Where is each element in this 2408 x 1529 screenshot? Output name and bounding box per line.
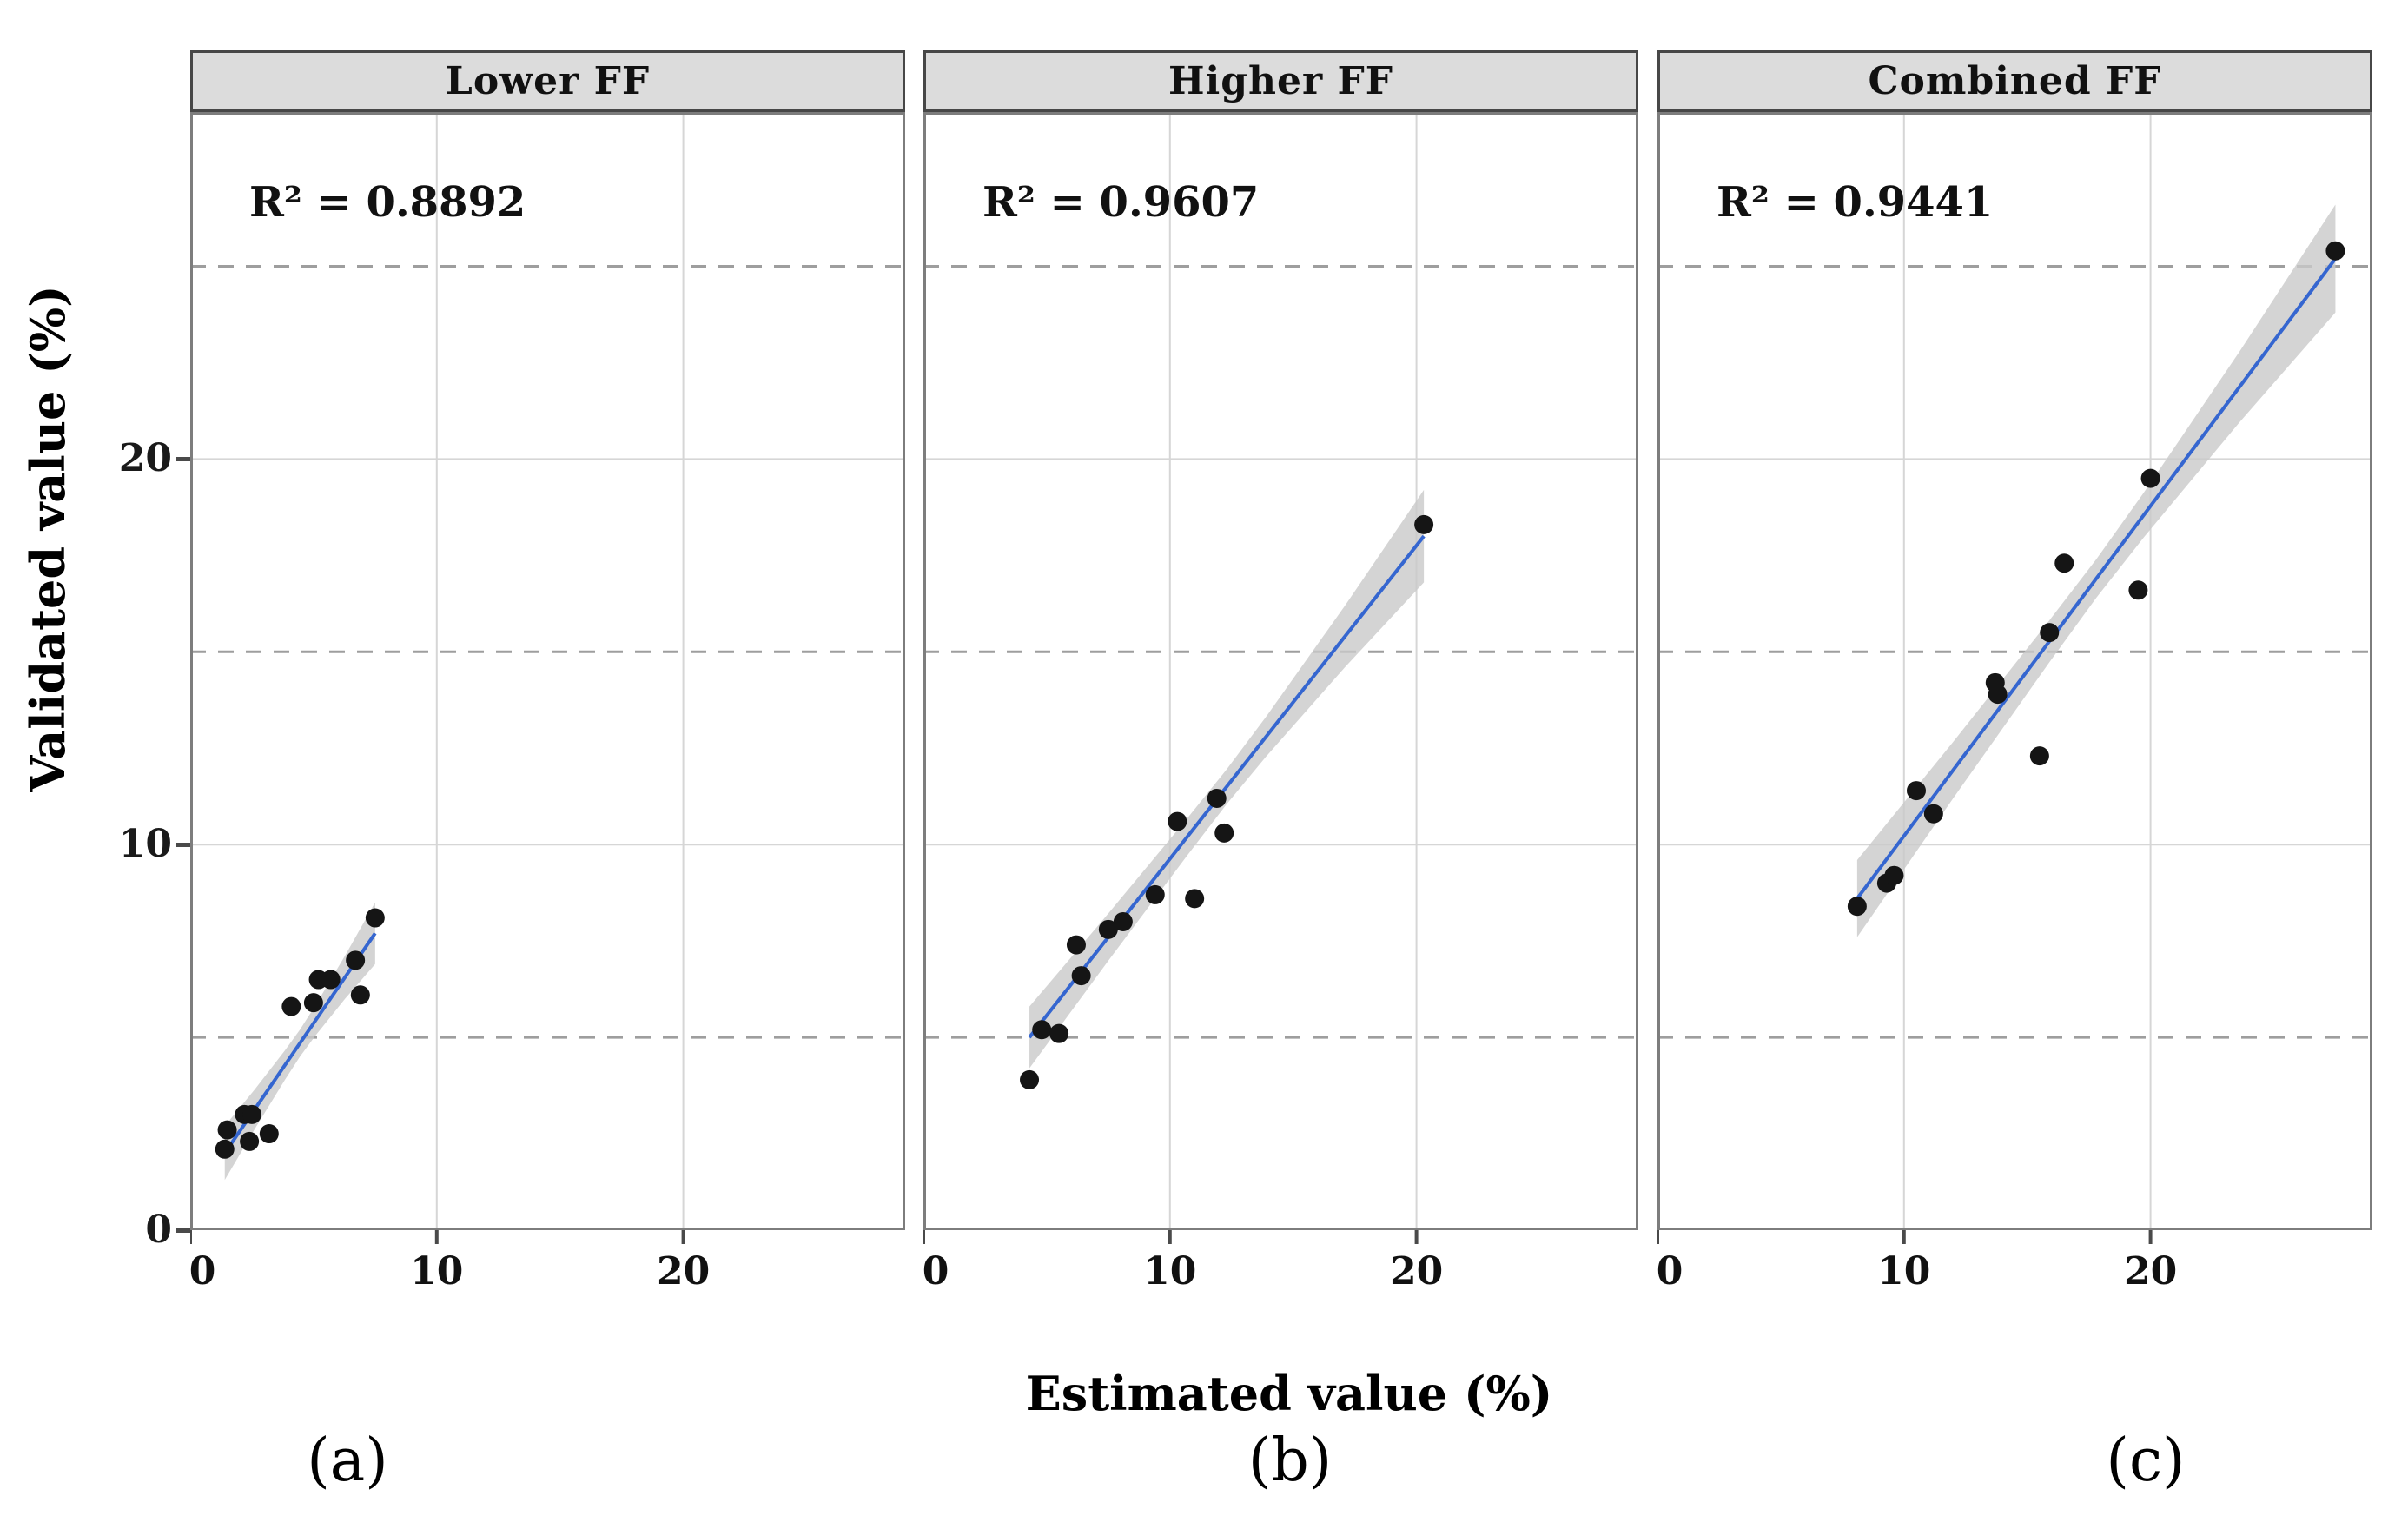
x-tick-label: 20 <box>1390 1249 1443 1294</box>
data-point <box>1923 804 1943 824</box>
x-tick-label: 0 <box>190 1249 215 1294</box>
data-point <box>350 985 370 1005</box>
data-point <box>259 1124 279 1144</box>
data-point <box>215 1139 235 1159</box>
data-point <box>2128 580 2148 600</box>
y-tick-mark <box>176 457 190 462</box>
data-point <box>1020 1069 1040 1089</box>
data-point <box>2040 623 2060 643</box>
data-point <box>1988 685 2008 705</box>
data-point <box>217 1120 237 1140</box>
data-point <box>1414 514 1434 534</box>
panel-border <box>1657 112 2372 1230</box>
data-point <box>1168 811 1187 831</box>
data-point <box>321 970 341 990</box>
plot-area-combined-ff: R² = 0.9441 0 10 20 <box>1657 112 2372 1294</box>
data-point <box>1098 919 1118 939</box>
data-point <box>1145 884 1165 904</box>
y-tick-mark <box>176 1228 190 1233</box>
x-tick-label: 0 <box>923 1249 949 1294</box>
plot-area-higher-ff: R² = 0.9607 0 10 20 <box>923 112 1638 1294</box>
data-point <box>2325 241 2345 261</box>
data-point <box>1066 935 1086 955</box>
panel-border <box>923 112 1638 1230</box>
data-point <box>1185 889 1205 909</box>
plot-area-lower-ff: R² = 0.8892 0 10 20 <box>190 112 905 1294</box>
data-point <box>240 1131 260 1151</box>
data-point <box>2140 468 2160 488</box>
x-tick-label: 10 <box>410 1249 463 1294</box>
panel-background <box>190 112 905 1230</box>
data-point <box>2054 553 2074 573</box>
x-tick-label: 20 <box>657 1249 710 1294</box>
panel-title-lower-ff: Lower FF <box>190 50 905 112</box>
regression-line <box>1856 257 2338 900</box>
data-point <box>241 1104 261 1124</box>
data-point <box>1113 911 1133 931</box>
y-tick-mark <box>176 843 190 848</box>
data-point <box>1032 1020 1052 1040</box>
y-tick-label: 10 <box>118 822 172 867</box>
confidence-band <box>1856 204 2336 937</box>
data-point <box>1049 1023 1069 1043</box>
data-point <box>365 908 385 928</box>
data-point <box>1207 788 1227 808</box>
data-point <box>303 993 323 1013</box>
panel-lower-ff: Lower FF R² = 0.8892 0 10 20 <box>190 50 905 1298</box>
y-tick-label: 20 <box>118 436 172 481</box>
panel-combined-ff: Combined FF R² = 0.9441 0 10 20 <box>1657 50 2372 1298</box>
data-point <box>1071 966 1091 986</box>
sub-label-c: (c) <box>2106 1426 2186 1495</box>
x-tick-label: 10 <box>1877 1249 1930 1294</box>
data-point <box>2029 746 2049 766</box>
sub-label-b: (b) <box>1247 1426 1333 1495</box>
data-point <box>346 950 366 970</box>
r-squared-annotation: R² = 0.8892 <box>249 178 526 227</box>
panel-title-combined-ff: Combined FF <box>1657 50 2372 112</box>
r-squared-annotation: R² = 0.9441 <box>1717 178 1993 227</box>
panel-title-higher-ff: Higher FF <box>923 50 1638 112</box>
data-point <box>1884 865 1904 885</box>
x-tick-label: 0 <box>1657 1249 1683 1294</box>
data-point <box>1847 897 1867 917</box>
data-point <box>1906 781 1926 801</box>
y-axis-title: Validated value (%) <box>20 285 76 792</box>
x-tick-label: 10 <box>1143 1249 1196 1294</box>
regression-line <box>1028 534 1426 1039</box>
x-axis-title: Estimated value (%) <box>1025 1366 1553 1421</box>
panel-border <box>190 112 905 1230</box>
panel-higher-ff: Higher FF R² = 0.9607 0 10 20 <box>923 50 1638 1298</box>
data-point <box>1214 823 1234 843</box>
y-tick-label: 0 <box>145 1208 172 1252</box>
sub-label-a: (a) <box>307 1426 388 1495</box>
x-tick-label: 20 <box>2124 1249 2177 1294</box>
data-point <box>281 996 301 1016</box>
r-squared-annotation: R² = 0.9607 <box>982 178 1259 227</box>
